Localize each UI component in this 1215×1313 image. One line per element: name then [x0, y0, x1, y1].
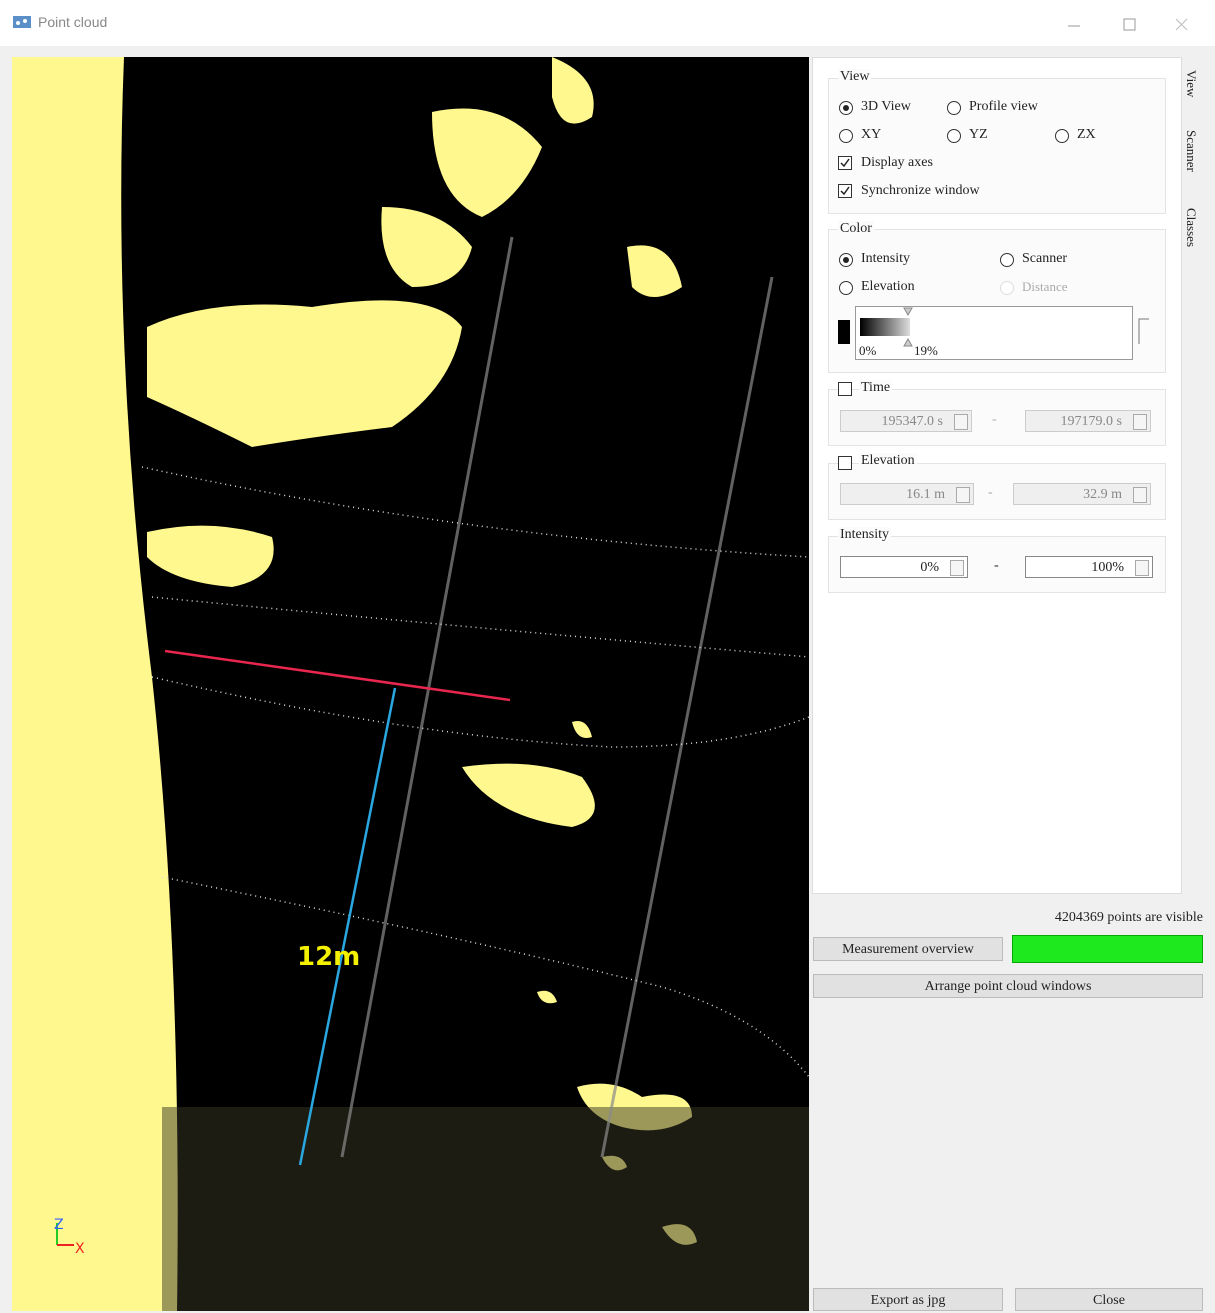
- gradient-low-label: 0%: [859, 343, 877, 358]
- range-separator: -: [988, 485, 993, 500]
- button[interactable]: Measurement overview: [813, 937, 1003, 961]
- point-cloud-viewer[interactable]: 12m Z X: [12, 57, 809, 1311]
- spin: [956, 487, 970, 503]
- range-separator: -: [992, 412, 997, 427]
- radio[interactable]: [839, 129, 853, 143]
- radio-label[interactable]: YZ: [969, 127, 988, 142]
- gradient-high-label: 19%: [914, 343, 938, 358]
- field-value: 16.1 m: [906, 487, 945, 502]
- gradient-end: [1138, 318, 1149, 344]
- radio[interactable]: [839, 281, 853, 295]
- status-button[interactable]: [1012, 935, 1203, 963]
- measurement-label: 12m: [297, 942, 360, 972]
- group-title: Color: [838, 221, 874, 237]
- checkbox[interactable]: [838, 456, 852, 470]
- title-bar: Point cloud: [0, 0, 1215, 46]
- radio[interactable]: [839, 101, 853, 115]
- checkbox-label[interactable]: Display axes: [861, 155, 933, 170]
- radio[interactable]: [947, 101, 961, 115]
- radio-label[interactable]: Profile view: [969, 99, 1038, 114]
- field-value: 197179.0 s: [1060, 414, 1122, 429]
- radio-label[interactable]: ZX: [1077, 127, 1096, 142]
- gradient-handles[interactable]: [903, 306, 915, 350]
- button[interactable]: Export as jpg: [813, 1288, 1003, 1311]
- window-controls[interactable]: [1060, 12, 1200, 36]
- spin[interactable]: [1135, 560, 1149, 576]
- button[interactable]: Arrange point cloud windows: [813, 974, 1203, 998]
- checkbox-label[interactable]: Synchronize window: [861, 183, 980, 198]
- color-swatch: [838, 320, 850, 344]
- spin[interactable]: [950, 560, 964, 576]
- tab[interactable]: Classes: [1184, 208, 1199, 247]
- radio-label[interactable]: XY: [861, 127, 882, 142]
- elevation-to: 32.9 m: [1013, 483, 1151, 505]
- checkbox[interactable]: [838, 382, 852, 396]
- radio-label: Distance: [1022, 279, 1068, 294]
- radio-label[interactable]: Elevation: [861, 279, 915, 294]
- radio[interactable]: [947, 129, 961, 143]
- spin: [1133, 487, 1147, 503]
- time-from: 195347.0 s: [840, 410, 972, 432]
- spin: [954, 414, 968, 430]
- status-text: 4204369 points are visible: [1054, 910, 1203, 925]
- button[interactable]: Close: [1015, 1288, 1203, 1311]
- radio: [1000, 281, 1014, 295]
- radio[interactable]: [839, 253, 853, 267]
- view-group: [828, 78, 1166, 214]
- field-value: 0%: [920, 560, 939, 575]
- intensity-to[interactable]: 100%: [1025, 556, 1153, 578]
- intensity-from[interactable]: 0%: [840, 556, 968, 578]
- axis-x-label: X: [75, 1241, 85, 1257]
- elevation-from: 16.1 m: [840, 483, 974, 505]
- gradient-bar: [860, 318, 910, 336]
- radio[interactable]: [1000, 253, 1014, 267]
- group-title: Elevation: [859, 453, 917, 469]
- group-title: Time: [859, 380, 893, 396]
- radio-label[interactable]: Intensity: [861, 251, 910, 266]
- spin: [1133, 414, 1147, 430]
- window-title: Point cloud: [38, 14, 108, 30]
- field-value: 100%: [1091, 560, 1124, 575]
- checkbox[interactable]: [838, 184, 854, 200]
- axis-z-label: Z: [54, 1217, 64, 1233]
- range-separator: -: [994, 558, 999, 573]
- field-value: 32.9 m: [1083, 487, 1122, 502]
- radio-label[interactable]: Scanner: [1022, 251, 1068, 266]
- field-value: 195347.0 s: [881, 414, 943, 429]
- radio[interactable]: [1055, 129, 1069, 143]
- tab[interactable]: Scanner: [1184, 130, 1199, 172]
- tab[interactable]: View: [1184, 70, 1199, 98]
- group-title: View: [838, 69, 872, 85]
- time-to: 197179.0 s: [1025, 410, 1151, 432]
- checkbox[interactable]: [838, 156, 854, 172]
- radio-label[interactable]: 3D View: [861, 99, 911, 114]
- app-icon: [13, 16, 31, 28]
- group-title: Intensity: [838, 527, 891, 543]
